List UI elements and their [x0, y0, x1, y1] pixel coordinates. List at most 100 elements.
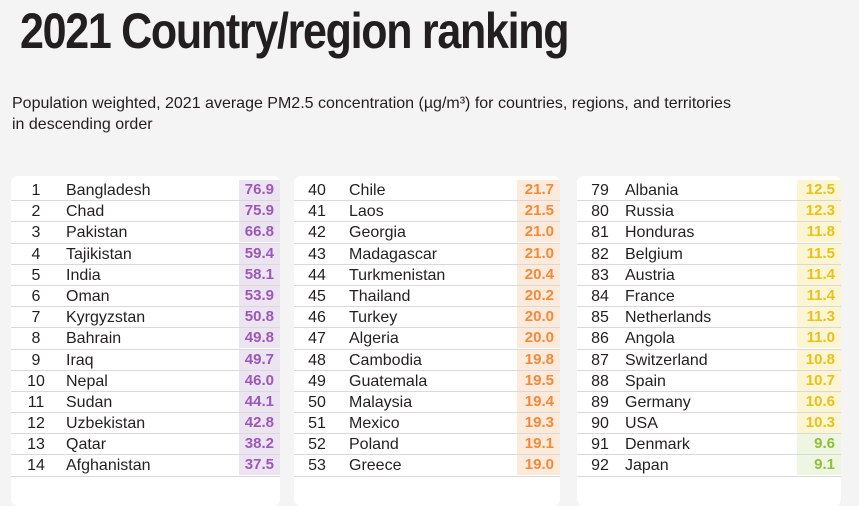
pm25-value: 19.1 — [517, 434, 560, 455]
country-name: Japan — [625, 457, 669, 475]
country-name: Mexico — [349, 415, 400, 433]
country-name: Poland — [349, 436, 399, 454]
pm25-value: 10.6 — [797, 391, 841, 412]
table-row: 92 Japan 9.1 — [577, 455, 841, 477]
pm25-value: 11.0 — [797, 328, 841, 349]
rank-number: 8 — [31, 330, 41, 348]
rank-number: 44 — [308, 266, 326, 284]
rank-number: 3 — [31, 224, 41, 242]
pm25-value: 11.3 — [797, 307, 841, 328]
country-name: Angola — [625, 330, 675, 348]
rank-number: 41 — [308, 203, 326, 221]
country-name: India — [66, 266, 101, 284]
table-row: 80 Russia 12.3 — [577, 201, 841, 223]
pm25-value: 9.1 — [797, 455, 841, 476]
rank-number: 45 — [308, 287, 326, 305]
table-row: 50 Malaysia 19.4 — [294, 391, 560, 414]
rank-number: 50 — [308, 393, 326, 411]
table-row: 3 Pakistan 66.8 — [11, 222, 280, 244]
rank-number: 9 — [31, 351, 41, 369]
pm25-value: 10.3 — [797, 413, 841, 434]
rank-number: 46 — [308, 309, 326, 327]
rank-number: 51 — [308, 415, 326, 433]
rank-number: 47 — [308, 330, 326, 348]
table-row: 11 Sudan 44.1 — [11, 391, 280, 414]
country-name: Chile — [349, 182, 386, 199]
pm25-value: 20.0 — [517, 328, 560, 349]
country-name: Greece — [349, 457, 402, 475]
rank-number: 89 — [591, 393, 609, 411]
rank-number: 79 — [591, 182, 609, 199]
table-row: 9 Iraq 49.7 — [11, 349, 280, 371]
pm25-value: 49.7 — [239, 349, 280, 370]
table-row: 48 Cambodia 19.8 — [294, 349, 560, 371]
rank-number: 53 — [308, 457, 326, 475]
ranking-column-2: 40 Chile 21.7 41 Laos 21.5 42 Georgia 21.0 43 Mada… — [294, 176, 560, 506]
pm25-value: 21.0 — [517, 222, 560, 243]
country-name: Turkmenistan — [349, 266, 446, 284]
country-name: Qatar — [66, 436, 107, 454]
country-name: Germany — [625, 393, 691, 411]
pm25-value: 44.1 — [239, 391, 280, 412]
table-row: 52 Poland 19.1 — [294, 434, 560, 456]
pm25-value: 20.0 — [517, 307, 560, 328]
rank-number: 42 — [308, 224, 326, 242]
country-name: Honduras — [625, 224, 695, 242]
pm25-value: 12.5 — [797, 180, 841, 200]
pm25-value: 11.8 — [797, 222, 841, 243]
pm25-value: 50.8 — [239, 307, 280, 328]
table-row: 43 Madagascar 21.0 — [294, 243, 560, 265]
table-row: 42 Georgia 21.0 — [294, 222, 560, 244]
table-row: 41 Laos 21.5 — [294, 201, 560, 223]
rank-number: 88 — [591, 372, 609, 390]
country-name: Cambodia — [349, 351, 422, 369]
country-name: Georgia — [349, 224, 406, 242]
table-row: 47 Algeria 20.0 — [294, 328, 560, 350]
rank-number: 5 — [31, 266, 41, 284]
table-row: 90 USA 10.3 — [577, 413, 841, 435]
table-row: 79 Albania 12.5 — [577, 180, 841, 202]
country-name: Iraq — [66, 351, 94, 369]
country-name: Sudan — [66, 393, 113, 411]
country-name: USA — [625, 415, 658, 433]
pm25-value: 49.8 — [239, 328, 280, 349]
table-row: 45 Thailand 20.2 — [294, 285, 560, 308]
pm25-value: 76.9 — [239, 180, 280, 200]
ranking-column-1: 1 Bangladesh 76.9 2 Chad 75.9 3 Pakistan 66.8 4 Ta… — [11, 176, 280, 506]
rank-number: 90 — [591, 415, 609, 433]
rank-number: 6 — [31, 287, 41, 305]
rank-number: 84 — [591, 287, 609, 305]
country-name: Nepal — [66, 372, 108, 390]
rank-number: 80 — [591, 203, 609, 221]
table-row: 6 Oman 53.9 — [11, 285, 280, 308]
table-row: 8 Bahrain 49.8 — [11, 328, 280, 350]
pm25-value: 37.5 — [239, 455, 280, 476]
table-row: 89 Germany 10.6 — [577, 391, 841, 414]
pm25-value: 12.3 — [797, 201, 841, 222]
pm25-value: 58.1 — [239, 264, 280, 285]
country-name: Chad — [66, 203, 105, 221]
pm25-value: 21.7 — [517, 180, 560, 200]
country-name: Oman — [66, 287, 110, 305]
country-name: Switzerland — [625, 351, 708, 369]
table-row: 84 France 11.4 — [577, 285, 841, 308]
rank-number: 2 — [31, 203, 41, 221]
table-row: 1 Bangladesh 76.9 — [11, 180, 280, 202]
table-row: 88 Spain 10.7 — [577, 370, 841, 392]
rank-number: 40 — [308, 182, 326, 199]
pm25-value: 10.7 — [797, 370, 841, 391]
table-row: 4 Tajikistan 59.4 — [11, 243, 280, 265]
pm25-value: 9.6 — [797, 434, 841, 455]
country-name: Laos — [349, 203, 384, 221]
rank-number: 1 — [31, 182, 41, 199]
pm25-value: 19.8 — [517, 349, 560, 370]
table-row: 53 Greece 19.0 — [294, 455, 560, 477]
country-name: Tajikistan — [66, 245, 132, 263]
rank-number: 83 — [591, 266, 609, 284]
country-name: Thailand — [349, 287, 411, 305]
pm25-value: 46.0 — [239, 370, 280, 391]
table-row: 2 Chad 75.9 — [11, 201, 280, 223]
table-row: 82 Belgium 11.5 — [577, 243, 841, 265]
country-name: Turkey — [349, 309, 398, 327]
pm25-value: 10.8 — [797, 349, 841, 370]
